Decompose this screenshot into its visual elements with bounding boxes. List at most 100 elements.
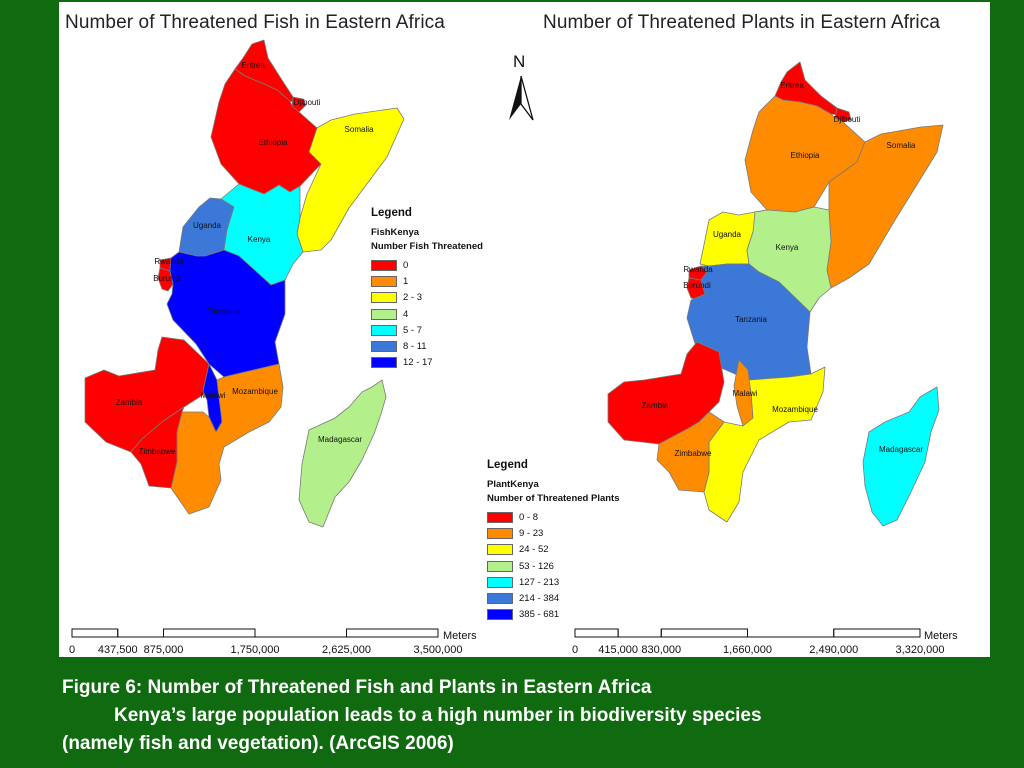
map-panel: Number of Threatened Fish in Eastern Afr… — [59, 2, 990, 657]
plant-label-eritrea: Eritrea — [780, 81, 804, 90]
fish-label-kenya: Kenya — [248, 235, 271, 244]
maps-canvas: Eritrea Djibouti Ethiopia Somalia Uganda Keny… — [84, 39, 944, 528]
plant-legend: Legend PlantKenya Number of Threatened P… — [487, 459, 620, 623]
fish-country-somalia — [296, 107, 405, 253]
plant-legend-swatch — [487, 527, 513, 539]
fish-label-madagascar: Madagascar — [318, 435, 362, 444]
plant-country-madagascar — [862, 386, 940, 527]
caption-line-2: Kenya’s large population leads to a high… — [114, 705, 762, 726]
fish-legend-row: 1 — [371, 273, 483, 289]
plant-scale-tick-label: 830,000 — [641, 644, 681, 656]
plant-label-madagascar: Madagascar — [879, 445, 923, 454]
plant-country-djibouti — [834, 107, 852, 123]
plant-legend-label: 9 - 23 — [519, 527, 544, 539]
plant-label-somalia: Somalia — [887, 141, 916, 150]
fish-scale-tick-label: 3,500,000 — [414, 644, 463, 656]
fish-scale-tick-label: 0 — [69, 644, 75, 656]
plant-legend-row: 53 - 126 — [487, 558, 620, 574]
plant-country-somalia — [826, 124, 944, 289]
fish-legend-row: 5 - 7 — [371, 322, 483, 338]
fish-scale-bar: 0 437,500 875,000 1,750,000 2,625,000 3,500,0… — [69, 628, 477, 656]
plant-legend-row: 214 - 384 — [487, 590, 620, 606]
fish-map: Eritrea Djibouti Ethiopia Somalia Uganda Keny… — [84, 39, 405, 528]
fish-legend-swatch — [371, 324, 397, 336]
fish-label-malawi: Malawi — [201, 391, 226, 400]
plant-label-burundi: Burundi — [683, 281, 711, 290]
fish-legend-swatch — [371, 292, 397, 304]
plant-legend-row: 9 - 23 — [487, 525, 620, 541]
caption-line-3: (namely fish and vegetation). (ArcGIS 20… — [62, 733, 454, 754]
fish-label-djibouti: Djibouti — [294, 98, 321, 107]
fish-label-eritrea: Eritrea — [241, 61, 265, 70]
plant-legend-layer: PlantKenya — [487, 479, 539, 490]
fish-legend-layer: FishKenya — [371, 227, 420, 238]
plant-label-tanzania: Tanzania — [735, 315, 768, 324]
fish-legend-title: Legend — [371, 207, 412, 219]
fish-country-tanzania — [166, 249, 286, 378]
fish-legend-label: 2 - 3 — [403, 292, 423, 304]
fish-legend-label: 1 — [403, 275, 409, 287]
plant-scale-segment — [660, 628, 748, 638]
fish-scale-unit: Meters — [443, 630, 477, 642]
fish-legend-swatch — [371, 308, 397, 320]
plant-scale-tick-label: 415,000 — [598, 644, 638, 656]
plant-scale-tick-label: 1,660,000 — [723, 644, 772, 656]
plant-scale-segment — [833, 628, 921, 638]
north-arrow: N — [503, 52, 539, 124]
plant-legend-swatch — [487, 560, 513, 572]
fish-legend-label: 12 - 17 — [403, 357, 433, 369]
plant-label-rwanda: Rwanda — [683, 265, 713, 274]
plant-legend-title: Legend — [487, 459, 528, 471]
fish-scale-segment — [163, 628, 256, 638]
fish-legend-swatch — [371, 341, 397, 353]
fish-label-zimbabwe: Zimbabwe — [139, 447, 176, 456]
fish-legend-field: Number Fish Threatened — [371, 241, 483, 252]
fish-scale-tick-label: 2,625,000 — [322, 644, 371, 656]
plant-map: Eritrea Djibouti Ethiopia Somalia Uganda Keny… — [607, 61, 944, 527]
plant-legend-classes: 0 - 8 9 - 23 24 - 52 53 - 126 127 - 213 214 -… — [487, 509, 620, 623]
plant-legend-label: 24 - 52 — [519, 544, 549, 556]
north-arrow-label: N — [513, 52, 526, 71]
plant-label-zambia: Zambia — [642, 401, 669, 410]
plant-legend-field: Number of Threatened Plants — [487, 493, 620, 504]
fish-label-burundi: Burundi — [153, 274, 181, 283]
plant-scale-unit: Meters — [924, 630, 958, 642]
fish-label-tanzania: Tanzania — [207, 307, 240, 316]
fish-label-rwanda: Rwanda — [154, 257, 184, 266]
plant-scale-tick-label: 3,320,000 — [896, 644, 945, 656]
fish-label-ethiopia: Ethiopia — [259, 138, 288, 147]
fish-label-mozambique: Mozambique — [232, 387, 278, 396]
plant-legend-swatch — [487, 593, 513, 605]
fish-label-uganda: Uganda — [193, 221, 222, 230]
fish-legend-swatch — [371, 259, 397, 271]
fish-legend-row: 8 - 11 — [371, 338, 483, 354]
plant-label-kenya: Kenya — [776, 243, 799, 252]
fish-country-mozambique — [170, 363, 284, 515]
plant-country-mozambique — [703, 366, 826, 523]
plant-legend-row: 385 - 681 — [487, 607, 620, 623]
plant-legend-swatch — [487, 576, 513, 588]
fish-legend-label: 0 — [403, 259, 409, 271]
fish-scale-tick-label: 875,000 — [144, 644, 184, 656]
plant-country-kenya — [746, 206, 832, 313]
fish-legend-row: 0 — [371, 257, 483, 273]
fish-label-zambia: Zambia — [116, 398, 143, 407]
fish-label-somalia: Somalia — [345, 125, 374, 134]
fish-legend-row: 12 - 17 — [371, 355, 483, 371]
caption-line-1: Figure 6: Number of Threatened Fish and … — [62, 677, 652, 698]
fish-legend-swatch — [371, 275, 397, 287]
plant-label-malawi: Malawi — [733, 389, 758, 398]
plant-scale-bar: 0 415,000 830,000 1,660,000 2,490,000 3,320,0… — [572, 628, 958, 656]
fish-map-title: Number of Threatened Fish in Eastern Afr… — [65, 12, 445, 33]
plant-legend-swatch — [487, 511, 513, 523]
fish-legend-label: 5 - 7 — [403, 324, 423, 336]
north-arrow-icon — [509, 75, 534, 121]
plant-country-zambia — [607, 341, 725, 445]
plant-legend-label: 214 - 384 — [519, 593, 560, 605]
fish-legend: Legend FishKenya Number Fish Threatened … — [371, 207, 483, 371]
fish-country-madagascar — [298, 379, 387, 528]
plant-label-ethiopia: Ethiopia — [791, 151, 820, 160]
fish-scale-tick-label: 437,500 — [98, 644, 138, 656]
fish-legend-swatch — [371, 357, 397, 369]
